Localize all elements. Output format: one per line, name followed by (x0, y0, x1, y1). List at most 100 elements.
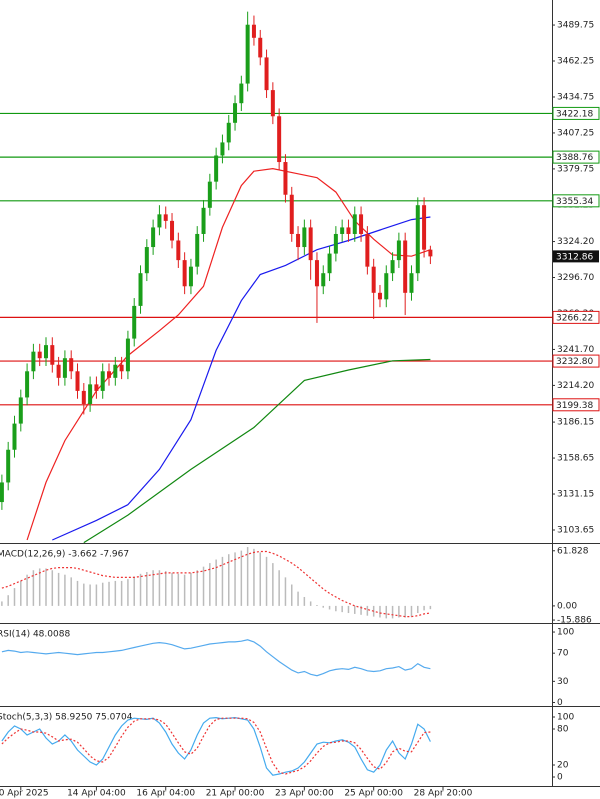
level-label-box (552, 194, 600, 208)
candle-body (182, 260, 187, 287)
candle-body (352, 214, 357, 234)
candle-body (163, 214, 168, 221)
candle-body (44, 345, 48, 359)
candle-body (314, 260, 319, 287)
candle-body (170, 220, 175, 241)
moving-average (52, 216, 431, 541)
candle-body (176, 240, 181, 261)
candle-body (346, 227, 351, 234)
y-tick-label: 20 (557, 761, 569, 771)
candle-body (6, 449, 11, 483)
candle-body (37, 351, 42, 359)
y-tick-label: 0.00 (557, 601, 577, 611)
candle-body (69, 358, 74, 372)
candle-body (119, 364, 124, 372)
level-label-box (552, 310, 600, 324)
level-label-box (552, 398, 600, 412)
candle-body (144, 247, 149, 274)
y-tick-label: 100 (557, 628, 574, 638)
level-label: 3199.38 (556, 401, 593, 411)
x-tick-label: 10 Apr 2025 (0, 789, 49, 799)
candle-body (390, 260, 395, 274)
candle-body (340, 227, 345, 234)
candle-body (277, 116, 282, 163)
x-tick-label: 14 Apr 04:00 (67, 789, 126, 799)
macd-signal (1, 550, 431, 618)
x-tick-label: 28 Apr 20:00 (414, 789, 473, 799)
candle-body (270, 90, 275, 117)
y-tick-label: 3131.15 (557, 490, 594, 500)
candle-body (132, 305, 137, 339)
stoch-k (1, 716, 431, 776)
candle-body (100, 371, 105, 391)
level-label: 3232.80 (556, 357, 593, 367)
y-tick-label: 80 (557, 725, 569, 735)
x-tick-label: 25 Apr 00:00 (344, 789, 403, 799)
y-tick-label: 3407.25 (557, 128, 594, 138)
last-price-label: 3312.86 (556, 252, 593, 262)
candle-body (62, 358, 67, 378)
candle-body (289, 194, 294, 234)
y-tick-label: 3379.75 (557, 164, 594, 174)
level-label: 3266.22 (556, 313, 593, 323)
level-label-box (552, 150, 600, 164)
candle-body (226, 122, 231, 143)
candle-body (56, 364, 61, 378)
candle-body (31, 351, 36, 372)
candle-body (18, 397, 23, 424)
candle-body (239, 83, 244, 104)
candle-body (403, 240, 408, 293)
level-label-box (552, 354, 600, 368)
x-tick-label: 23 Apr 00:00 (275, 789, 334, 799)
candle-body (321, 273, 326, 287)
candle-body (138, 273, 143, 306)
candle-body (201, 207, 206, 234)
last-price-box (553, 250, 599, 263)
y-tick-label: 3489.75 (557, 21, 594, 31)
candle-body (422, 205, 427, 250)
candle-body (88, 384, 93, 404)
candle-body (233, 103, 238, 123)
rsi-line (1, 639, 431, 677)
y-tick-label: 3103.65 (557, 525, 594, 535)
candle-body (302, 227, 307, 248)
y-tick-label: 3462.25 (557, 57, 594, 67)
y-tick-label: 0 (557, 698, 563, 708)
y-tick-label: 3214.20 (557, 381, 594, 391)
moving-average (83, 358, 431, 544)
candle-body (107, 371, 112, 378)
candle-body (428, 249, 433, 257)
candle-body (81, 390, 86, 404)
candle-body (327, 253, 332, 274)
candle-body (157, 214, 162, 228)
candle-body (251, 24, 256, 38)
candle-body (50, 345, 55, 365)
candle-body (296, 233, 301, 248)
x-tick-label: 21 Apr 00:00 (206, 789, 265, 799)
y-tick-label: 3434.75 (557, 92, 594, 102)
candle-body (12, 423, 17, 450)
level-label-box (552, 106, 600, 120)
candle-body (207, 181, 212, 208)
level-label: 3422.18 (556, 109, 593, 119)
candle-body (308, 227, 313, 261)
candle-body (125, 338, 130, 372)
candle-body (214, 155, 219, 182)
candle-body (94, 384, 99, 391)
y-tick-label: 61.828 (557, 546, 589, 556)
candle-body (245, 24, 250, 84)
indicator-title: MACD(12,26,9) -3.662 -7.967 (0, 550, 129, 560)
candle-body (151, 227, 156, 248)
candle-body (25, 371, 30, 398)
candle-body (333, 233, 338, 254)
candle-body (396, 240, 401, 261)
candle-body (377, 292, 382, 300)
candle-body (283, 162, 288, 195)
y-tick-label: 3186.15 (557, 418, 594, 428)
y-tick-label: 70 (557, 649, 569, 659)
candle-body (409, 273, 414, 293)
y-tick-label: 3158.65 (557, 454, 594, 464)
x-tick-label: 16 Apr 04:00 (136, 789, 195, 799)
